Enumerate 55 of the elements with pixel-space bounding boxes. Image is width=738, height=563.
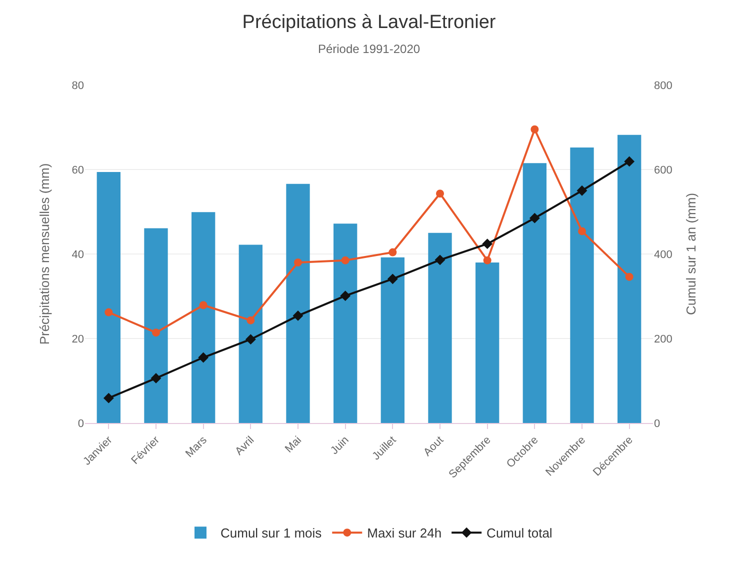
point bbox=[152, 328, 160, 337]
point bbox=[199, 301, 208, 310]
bar bbox=[618, 134, 642, 423]
y2-tick-label: 0 bbox=[654, 418, 660, 430]
point bbox=[340, 290, 351, 302]
y-axis-title: Précipitations mensuelles (mm) bbox=[37, 163, 52, 345]
y-tick-label: 40 bbox=[72, 248, 84, 261]
y2-tick-label: 200 bbox=[654, 333, 672, 346]
bar bbox=[238, 244, 262, 423]
y2-tick-label: 800 bbox=[654, 80, 672, 92]
bar bbox=[144, 228, 168, 423]
point bbox=[529, 212, 540, 224]
point bbox=[245, 334, 256, 345]
bar bbox=[286, 184, 310, 423]
point bbox=[576, 185, 588, 196]
y2-tick-label: 600 bbox=[654, 164, 672, 176]
point bbox=[625, 272, 634, 281]
point bbox=[483, 256, 492, 264]
bar bbox=[380, 257, 404, 423]
point bbox=[436, 190, 444, 198]
chart-title: Précipitations à Laval-Etronier bbox=[242, 12, 496, 34]
point bbox=[150, 373, 162, 384]
y2-axis-title: Cumul sur 1 an (mm) bbox=[684, 192, 698, 316]
bar bbox=[334, 224, 358, 423]
point bbox=[294, 258, 302, 266]
point bbox=[624, 156, 635, 167]
point bbox=[578, 227, 586, 236]
bar bbox=[570, 148, 594, 423]
legend-label: Cumul sur 1 mois bbox=[220, 526, 322, 541]
point bbox=[341, 256, 350, 264]
point bbox=[388, 248, 397, 256]
x-tick-label: Juin bbox=[328, 434, 352, 457]
point bbox=[198, 352, 209, 363]
legend-label: Maxi sur 24h bbox=[367, 526, 442, 541]
point bbox=[104, 308, 113, 316]
point bbox=[434, 254, 446, 266]
y-tick-label: 0 bbox=[78, 418, 84, 430]
chart-subtitle: Période 1991-2020 bbox=[318, 42, 420, 56]
legend-label: Cumul total bbox=[486, 526, 552, 541]
y2-tick-label: 400 bbox=[654, 248, 672, 261]
y-tick-label: 20 bbox=[72, 333, 84, 346]
bar bbox=[428, 232, 452, 423]
point bbox=[387, 274, 398, 284]
point bbox=[530, 125, 539, 134]
bar bbox=[522, 163, 546, 423]
y-tick-label: 60 bbox=[72, 164, 84, 176]
bar bbox=[476, 262, 500, 423]
bar bbox=[96, 172, 120, 423]
point bbox=[246, 316, 255, 324]
point bbox=[103, 392, 114, 404]
point bbox=[292, 310, 304, 321]
y-tick-label: 80 bbox=[72, 80, 84, 92]
point bbox=[482, 238, 493, 250]
bar bbox=[192, 212, 216, 423]
x-tick-label: Mai bbox=[282, 434, 304, 456]
